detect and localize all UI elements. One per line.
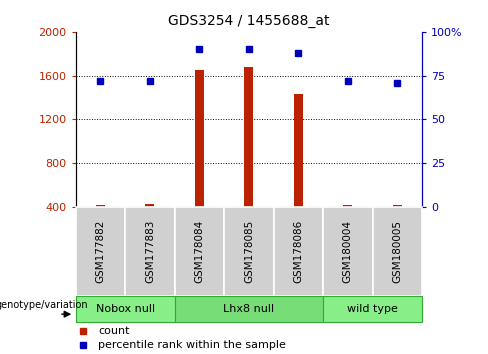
Text: GSM178085: GSM178085 <box>244 220 254 283</box>
Text: GSM177883: GSM177883 <box>145 219 155 283</box>
Text: GSM178084: GSM178084 <box>194 220 204 283</box>
Bar <box>76 296 175 322</box>
Text: GSM177882: GSM177882 <box>95 219 105 283</box>
Text: count: count <box>98 326 130 336</box>
Bar <box>344 205 352 207</box>
Title: GDS3254 / 1455688_at: GDS3254 / 1455688_at <box>168 14 329 28</box>
Bar <box>323 296 422 322</box>
Text: GSM180004: GSM180004 <box>343 220 353 283</box>
Bar <box>294 94 303 207</box>
Bar <box>224 207 274 296</box>
Bar <box>76 207 125 296</box>
Text: Lhx8 null: Lhx8 null <box>224 304 274 314</box>
Text: GSM180005: GSM180005 <box>392 220 403 283</box>
Text: genotype/variation: genotype/variation <box>0 300 88 310</box>
Bar <box>244 67 253 207</box>
Text: Nobox null: Nobox null <box>96 304 155 314</box>
Bar <box>175 207 224 296</box>
Bar <box>145 204 154 207</box>
Text: GSM178086: GSM178086 <box>293 220 304 283</box>
Bar <box>125 207 175 296</box>
Bar <box>323 207 373 296</box>
Bar <box>393 205 402 207</box>
Text: wild type: wild type <box>347 304 398 314</box>
Bar <box>373 207 422 296</box>
Bar <box>274 207 323 296</box>
Bar <box>195 70 204 207</box>
Text: percentile rank within the sample: percentile rank within the sample <box>98 340 286 350</box>
Bar <box>96 205 105 207</box>
Bar <box>175 296 323 322</box>
